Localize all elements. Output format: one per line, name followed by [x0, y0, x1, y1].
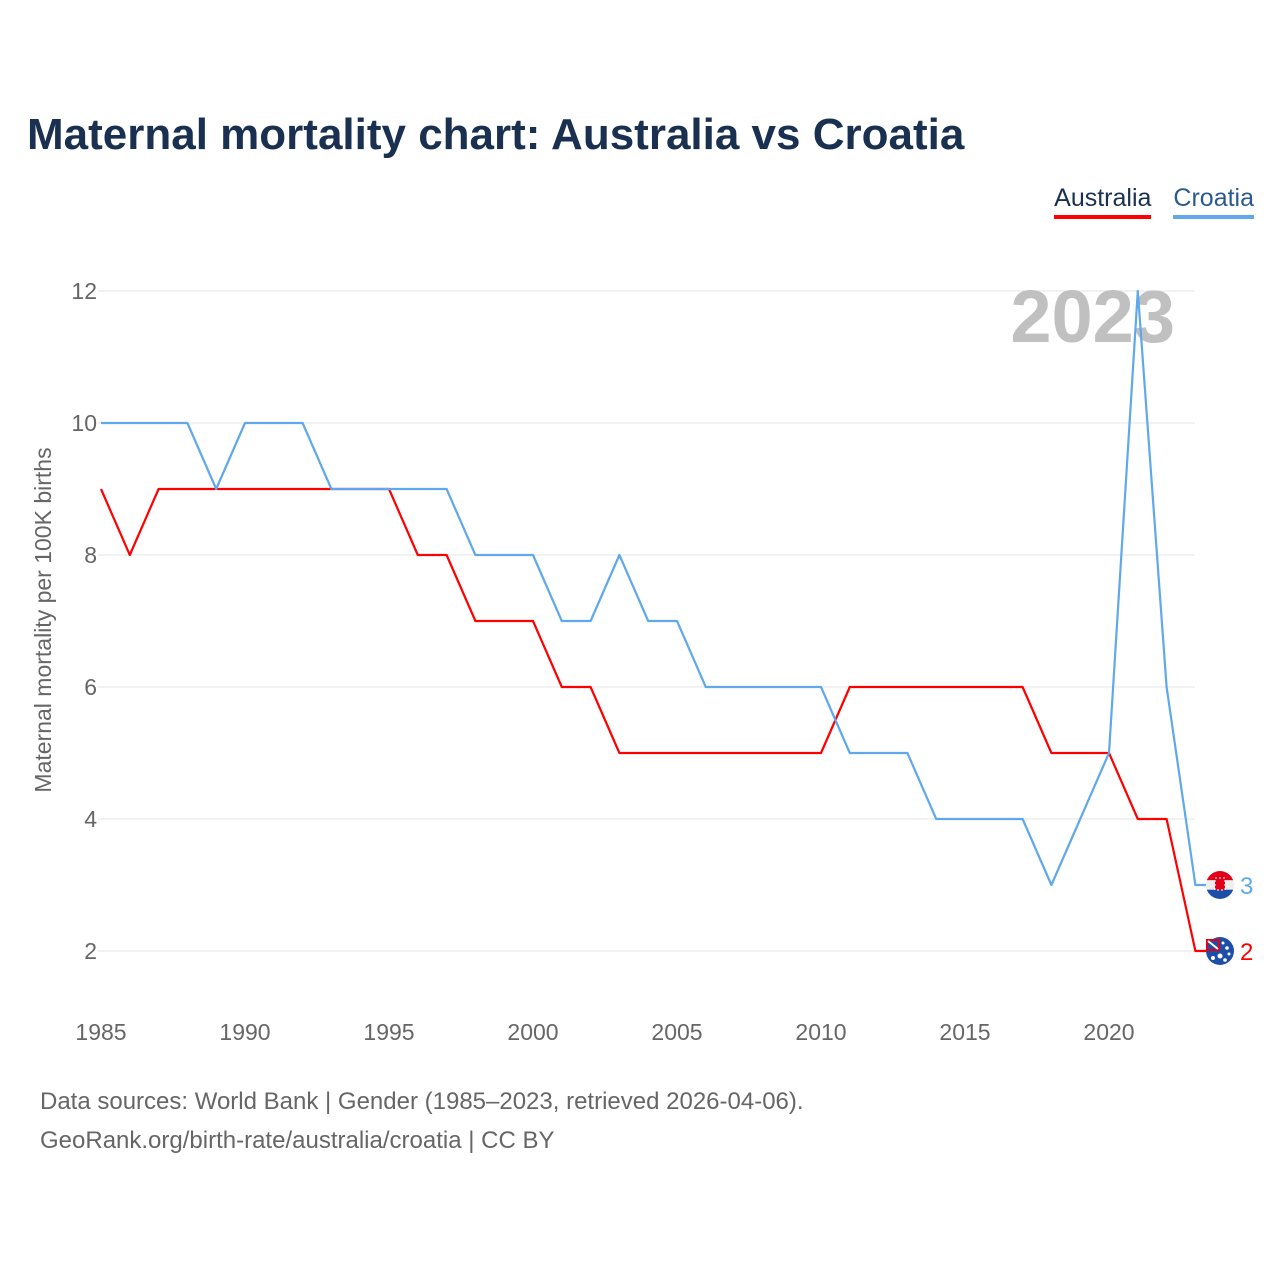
y-axis-label: Maternal mortality per 100K births: [30, 447, 56, 792]
series-line-croatia: [101, 289, 1208, 887]
x-tick-label: 2010: [795, 1019, 846, 1045]
footer-sources: Data sources: World Bank | Gender (1985–…: [40, 1088, 804, 1115]
footer-link[interactable]: GeoRank.org/birth-rate/australia/croatia…: [40, 1127, 555, 1154]
y-tick-label: 4: [84, 806, 97, 832]
y-tick-label: 8: [84, 542, 97, 568]
end-value-label-croatia: 3: [1240, 873, 1253, 900]
end-value-label-australia: 2: [1240, 939, 1253, 966]
x-tick-label: 2000: [507, 1019, 558, 1045]
australia-flag-icon: [1206, 937, 1234, 965]
year-watermark: 2023: [1010, 275, 1175, 358]
legend-item-croatia[interactable]: Croatia: [1173, 184, 1254, 219]
y-tick-label: 2: [84, 938, 97, 964]
croatia-flag-icon: [1206, 871, 1234, 899]
y-tick-label: 10: [71, 410, 97, 436]
x-tick-label: 2020: [1083, 1019, 1134, 1045]
y-tick-label: 6: [84, 674, 97, 700]
chart-title: Maternal mortality chart: Australia vs C…: [27, 110, 965, 159]
legend-item-australia[interactable]: Australia: [1054, 184, 1152, 219]
x-tick-label: 1985: [75, 1019, 126, 1045]
x-tick-label: 1995: [363, 1019, 414, 1045]
legend: Australia Croatia: [1054, 184, 1254, 219]
x-tick-label: 1990: [219, 1019, 270, 1045]
x-tick-label: 2015: [939, 1019, 990, 1045]
y-tick-label: 12: [71, 278, 97, 304]
x-tick-label: 2005: [651, 1019, 702, 1045]
series-line-australia: [99, 487, 1208, 953]
